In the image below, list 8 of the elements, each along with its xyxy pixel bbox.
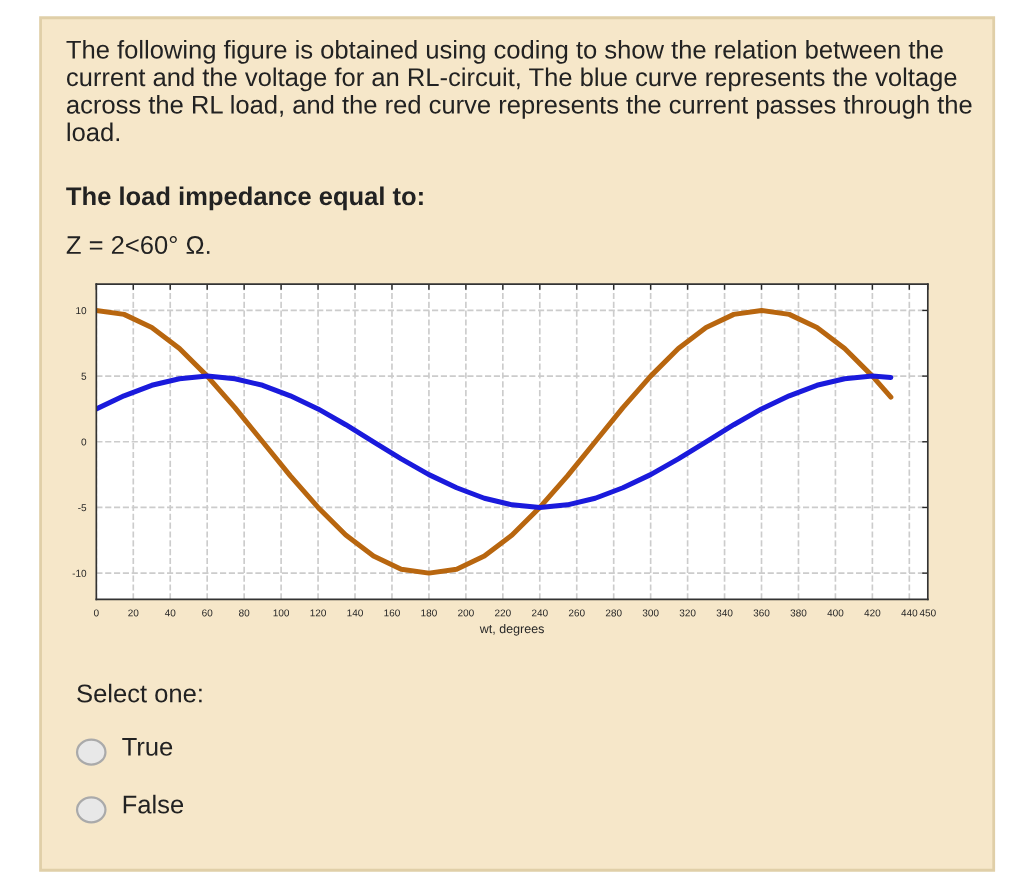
text: False bbox=[123, 794, 184, 814]
chart-subtitle: The load impedance equal to: bbox=[66, 186, 423, 211]
chart-title: The following figure is obtained using coding to show the relation between the current and the voltage for an RL-circuit, The blue curve represents the voltage across the RL load, and the red curve represents the current passes through the load. bbox=[66, 39, 972, 142]
text: True bbox=[122, 737, 173, 756]
text: Select one: bbox=[77, 683, 202, 703]
line-series bbox=[96, 307, 894, 576]
text: Z = 2<60° Ω. bbox=[66, 235, 210, 255]
line-series bbox=[96, 373, 894, 510]
